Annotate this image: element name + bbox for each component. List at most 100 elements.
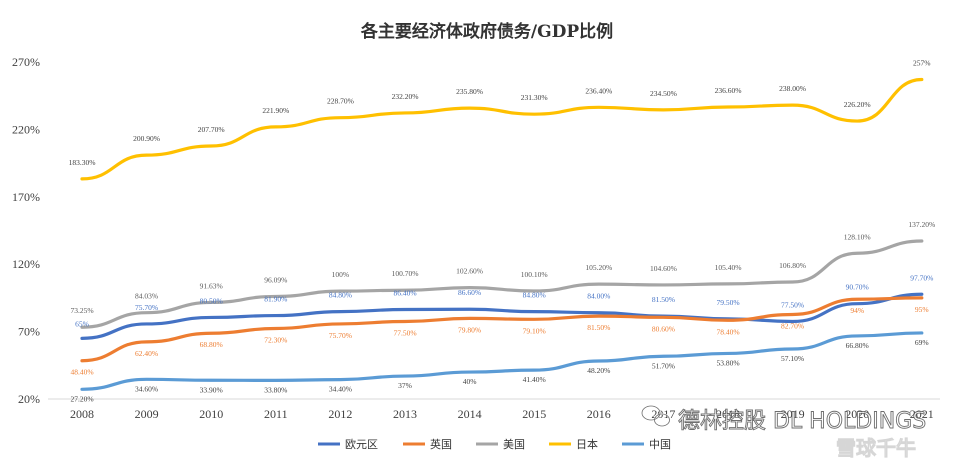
data-label: 65% (75, 319, 89, 328)
data-label: 183.30% (69, 158, 96, 167)
data-label: 102.60% (456, 267, 483, 276)
x-tick-label: 2009 (135, 407, 159, 421)
data-label: 82.70% (781, 321, 804, 330)
data-label: 100.70% (392, 269, 419, 278)
data-label: 105.40% (715, 263, 742, 272)
data-label: 84.00% (587, 292, 610, 301)
data-label: 72.30% (264, 335, 287, 344)
data-label: 37% (398, 381, 412, 390)
legend-item: 英国 (403, 437, 452, 451)
data-label: 200.90% (133, 134, 160, 143)
data-label: 81.90% (264, 295, 287, 304)
data-label: 80.50% (200, 296, 223, 305)
data-label: 105.20% (585, 263, 612, 272)
data-label: 106.80% (779, 261, 806, 270)
x-tick-label: 2008 (70, 407, 94, 421)
data-label: 104.60% (650, 264, 677, 273)
legend-label: 中国 (649, 438, 671, 451)
y-axis: 20% 70% 120% 170% 220% 270% (12, 55, 40, 406)
data-label: 80.60% (652, 324, 675, 333)
data-label: 34.40% (329, 385, 352, 394)
data-label: 221.90% (262, 106, 289, 115)
data-label: 79.80% (458, 325, 481, 334)
data-label: 97.70% (910, 273, 933, 282)
data-label: 77.50% (393, 328, 416, 337)
data-label: 137.20% (908, 220, 935, 229)
watermark-sub-text: 雪球千牛 (836, 436, 916, 460)
data-label: 41.40% (523, 375, 546, 384)
series-line-英国 (80, 296, 924, 363)
data-label: 95% (915, 305, 929, 314)
data-label: 90.70% (846, 283, 869, 292)
legend-item: 日本 (549, 437, 598, 451)
data-label: 257% (913, 59, 931, 68)
data-label: 236.60% (715, 86, 742, 95)
series-line-日本 (80, 77, 924, 181)
y-tick-label: 220% (12, 122, 40, 136)
watermark: 德林控股 DL HOLDINGS 雪球千牛 (641, 405, 927, 460)
data-label: 33.80% (264, 385, 287, 394)
x-tick-label: 2010 (199, 407, 223, 421)
series-line-美国 (80, 239, 924, 329)
data-label: 81.50% (587, 323, 610, 332)
data-label: 226.20% (844, 100, 871, 109)
data-label: 66.80% (846, 341, 869, 350)
data-label: 53.80% (716, 358, 739, 367)
data-label: 94% (850, 306, 864, 315)
legend-label: 日本 (576, 437, 598, 451)
data-label: 40% (463, 377, 477, 386)
data-label: 79.10% (523, 326, 546, 335)
data-label: 57.10% (781, 354, 804, 363)
x-tick-label: 2021 (910, 407, 934, 421)
data-label: 234.50% (650, 89, 677, 98)
x-tick-label: 2019 (781, 407, 805, 421)
data-label: 236.40% (585, 86, 612, 95)
data-label: 84.80% (329, 291, 352, 300)
data-label: 69% (915, 338, 929, 347)
y-tick-label: 170% (12, 190, 40, 204)
y-tick-label: 270% (12, 55, 40, 69)
x-tick-label: 2015 (522, 407, 546, 421)
x-tick-label: 2018 (716, 407, 740, 421)
data-label: 75.70% (135, 303, 158, 312)
data-labels: 65% 75.70% 80.50% 81.90% 84.80% 86.40% 86.60% 8… (69, 59, 936, 404)
legend: 欧元区 英国 美国 日本 中国 (318, 437, 671, 451)
data-label: 207.70% (198, 125, 225, 134)
data-label: 78.40% (716, 327, 739, 336)
data-label: 84.80% (523, 291, 546, 300)
y-tick-label: 20% (18, 392, 40, 406)
data-label: 75.70% (329, 331, 352, 340)
x-tick-label: 2014 (458, 407, 482, 421)
data-label: 33.90% (200, 385, 223, 394)
data-label: 91.63% (200, 281, 223, 290)
legend-item: 欧元区 (318, 438, 378, 451)
x-axis: 2008 2009 2010 2011 2012 2013 2014 2015 2016 2017… (70, 407, 934, 421)
legend-item: 美国 (476, 438, 525, 451)
x-tick-label: 2020 (845, 407, 869, 421)
data-label: 96.09% (264, 275, 287, 284)
chart-title: 各主要经济体政府债务/GDP比例 (360, 21, 613, 42)
data-label: 232.20% (392, 92, 419, 101)
data-label: 34.60% (135, 384, 158, 393)
series-line-欧元区 (80, 292, 924, 340)
x-tick-label: 2016 (587, 407, 611, 421)
data-label: 62.40% (135, 349, 158, 358)
data-label: 81.50% (652, 295, 675, 304)
legend-item: 中国 (622, 438, 671, 451)
data-label: 231.30% (521, 93, 548, 102)
data-label: 51.70% (652, 361, 675, 370)
data-label: 100% (332, 270, 350, 279)
legend-label: 英国 (430, 437, 452, 451)
y-tick-label: 70% (18, 325, 40, 339)
wechat-icon (641, 405, 671, 427)
watermark-logo-text: 德林控股 DL HOLDINGS (678, 409, 926, 434)
data-label: 128.10% (844, 232, 871, 241)
data-label: 84.03% (135, 292, 158, 301)
data-label: 27.20% (70, 394, 93, 403)
legend-label: 欧元区 (345, 438, 378, 451)
data-label: 68.80% (200, 340, 223, 349)
data-label: 86.60% (458, 288, 481, 297)
legend-label: 美国 (503, 438, 525, 451)
data-label: 228.70% (327, 97, 354, 106)
data-label: 235.80% (456, 87, 483, 96)
